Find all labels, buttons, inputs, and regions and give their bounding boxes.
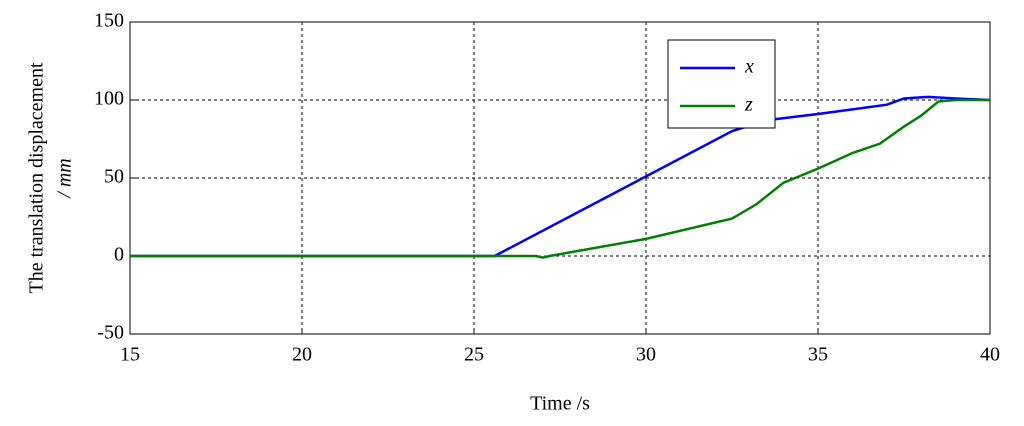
x-tick-label: 20 (292, 344, 312, 366)
data-line (130, 95, 991, 258)
y-axis-label: / mm (54, 158, 76, 198)
x-tick-label: 15 (120, 344, 140, 366)
legend-label: x (744, 56, 754, 78)
x-tick-label: 40 (980, 344, 1000, 366)
legend (667, 39, 776, 129)
y-tick-label: 0 (114, 244, 124, 266)
y-tick-label: 50 (104, 166, 124, 188)
x-axis-label: Time /s (530, 393, 590, 415)
y-tick-label: 100 (94, 88, 124, 110)
y-tick-label: 150 (94, 10, 124, 32)
legend-label: z (744, 94, 753, 116)
x-tick-label: 25 (464, 344, 484, 366)
x-tick-label: 30 (636, 344, 656, 366)
x-tick-label: 35 (808, 344, 828, 366)
data-line (130, 98, 990, 259)
y-axis-label: The translation displacement (26, 62, 48, 293)
y-tick-label: -50 (97, 322, 124, 344)
